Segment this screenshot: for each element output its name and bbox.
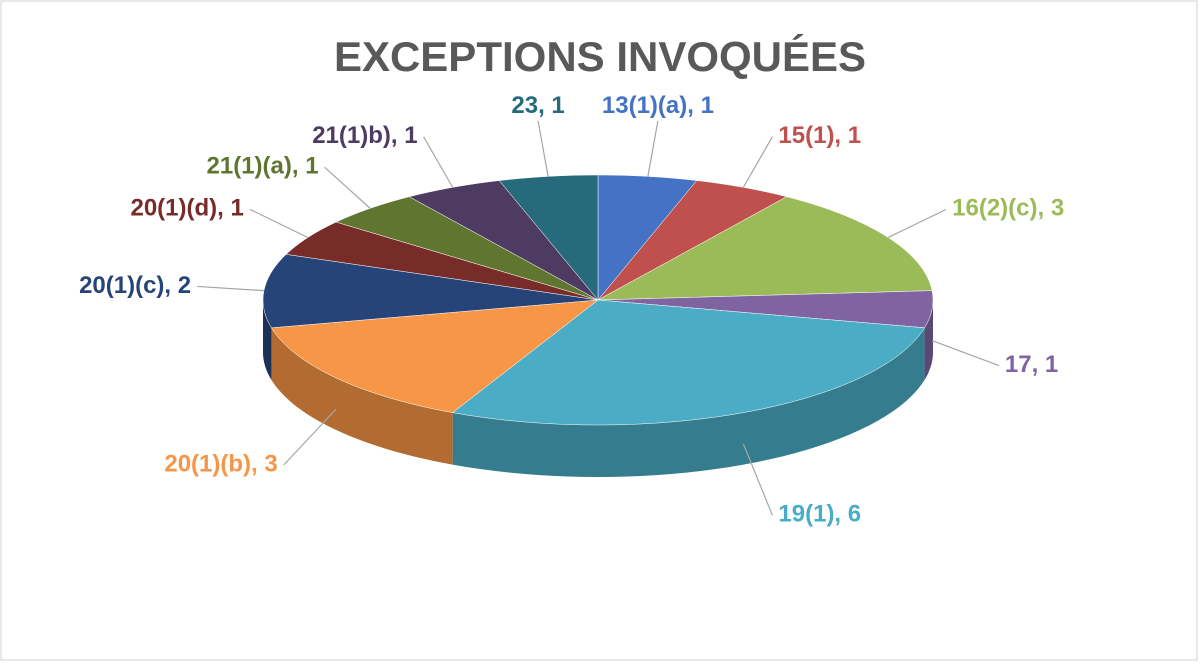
- slice: [452, 299, 926, 426]
- leader-line: [249, 208, 309, 239]
- chart-title: EXCEPTIONS INVOQUÉES: [334, 33, 866, 80]
- data-label: 16(2)(c), 3: [952, 195, 1064, 222]
- leader-line: [283, 408, 337, 466]
- data-label: 17, 1: [1005, 351, 1058, 378]
- data-label: 20(1)(b), 3: [164, 450, 277, 477]
- leader-line: [197, 285, 264, 292]
- data-label: 20(1)(c), 2: [79, 272, 191, 299]
- slice: [335, 196, 599, 301]
- data-label: 21(1)(a), 1: [207, 152, 319, 179]
- slice-side: [263, 300, 272, 380]
- slice: [597, 174, 698, 301]
- leader-line: [537, 120, 549, 177]
- slice-side: [271, 327, 453, 465]
- slice: [597, 196, 933, 301]
- slice: [597, 290, 934, 329]
- slice: [270, 299, 599, 413]
- leader-line: [647, 120, 659, 177]
- data-label: 19(1), 6: [778, 501, 861, 528]
- data-label: 23, 1: [511, 92, 564, 119]
- slice-side-shade: [271, 327, 453, 465]
- leader-line: [931, 339, 1000, 367]
- data-label: 15(1), 1: [778, 122, 861, 149]
- slice-side-shade: [263, 300, 272, 380]
- slice-side: [924, 300, 933, 380]
- slice: [285, 221, 599, 301]
- slice-side: [452, 327, 925, 477]
- leader-line: [423, 136, 454, 188]
- slice: [262, 254, 599, 329]
- data-label: 13(1)(a), 1: [602, 92, 714, 119]
- leader-line: [887, 208, 947, 239]
- slice-side-shade: [452, 327, 925, 477]
- data-label: 20(1)(d), 1: [130, 195, 243, 222]
- leader-line: [742, 136, 773, 188]
- slice: [498, 174, 599, 301]
- leader-line: [742, 443, 773, 516]
- leader-line: [324, 166, 371, 209]
- slice: [408, 180, 599, 301]
- data-label: 21(1)b), 1: [312, 122, 417, 149]
- slice-side-shade: [924, 300, 933, 380]
- slice: [597, 180, 788, 301]
